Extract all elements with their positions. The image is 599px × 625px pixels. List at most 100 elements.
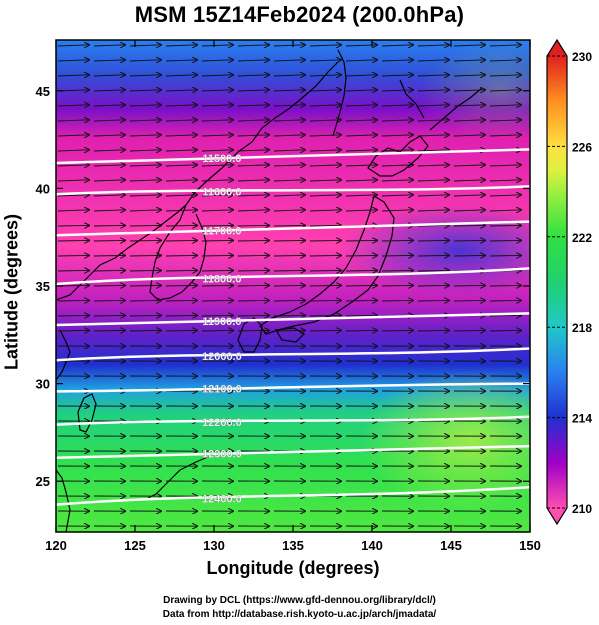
wind-arrow [453,180,485,181]
x-tick-label: 150 [519,538,541,553]
wind-arrow [93,255,125,256]
wind-arrow [381,330,413,331]
wind-arrow [417,210,449,211]
wind-arrow [237,135,269,136]
wind-arrow [129,195,161,196]
coastline-sakhalin [332,49,347,137]
wind-arrow [165,195,197,196]
wind-arrow [453,300,485,301]
wind-arrow [237,105,269,106]
wind-arrow [309,225,341,226]
wind-arrow [273,270,305,271]
wind-arrow [273,210,305,211]
contour-label: 11500.0 [202,153,241,165]
wind-arrow [201,45,233,46]
wind-arrow [309,210,341,211]
wind-arrow [93,120,125,121]
wind-arrow [453,210,485,211]
wind-arrow [129,75,161,76]
wind-arrow [345,285,377,286]
wind-arrow [201,150,233,151]
coastline-china-east [56,329,71,381]
wind-arrow [489,180,521,181]
wind-arrow [453,225,485,226]
wind-arrow [57,300,89,301]
wind-arrow [381,180,413,181]
wind-arrow [165,255,197,256]
contour-line [56,485,530,506]
wind-arrow [93,300,125,301]
wind-arrow [309,75,341,76]
wind-arrow [309,180,341,181]
wind-arrow [237,240,269,241]
wind-arrow [381,300,413,301]
wind-arrow [273,135,305,136]
wind-arrow [93,330,125,331]
wind-arrow [201,240,233,241]
x-axis: 120 125 130 135 140 145 150 [45,40,541,553]
wind-arrow [129,330,161,331]
wind-arrow [237,150,269,151]
x-axis-label: Longitude (degrees) [206,558,380,578]
height-contours: 11500.0 11600.0 11700.0 11800.0 11900.0 12000… [56,148,530,506]
wind-arrow [381,165,413,166]
wind-arrow [237,315,269,316]
wind-arrow [417,45,449,46]
contour-line [56,185,530,196]
wind-arrow [93,45,125,46]
wind-arrow [273,195,305,196]
wind-arrow [309,45,341,46]
wind-arrow [273,285,305,286]
colorbar-tick-label: 218 [572,321,592,335]
wind-arrow [201,75,233,76]
wind-arrow [201,285,233,286]
wind-arrow [273,120,305,121]
wind-arrow [237,210,269,211]
colorbar-tick-label: 214 [572,412,592,426]
wind-arrow [273,60,305,61]
wind-arrow [165,135,197,136]
wind-arrow [381,150,413,151]
y-tick-label: 45 [36,84,50,99]
wind-arrow [237,195,269,196]
wind-arrow [345,195,377,196]
wind-arrow [345,330,377,331]
wind-arrow [345,120,377,121]
wind-arrow [57,210,89,211]
wind-arrow [345,180,377,181]
wind-arrow [201,330,233,331]
wind-arrow [201,315,233,316]
wind-arrow [201,300,233,301]
wind-arrow [237,270,269,271]
wind-arrow [489,60,521,61]
wind-arrow [489,195,521,196]
wind-arrow [309,255,341,256]
wind-arrow [93,135,125,136]
wind-arrow [93,165,125,166]
wind-arrow [417,105,449,106]
wind-arrow [93,210,125,211]
wind-arrow [129,270,161,271]
wind-arrow [381,45,413,46]
wind-arrow [201,120,233,121]
wind-arrow [489,165,521,166]
wind-arrow [453,120,485,121]
wind-arrow [417,270,449,271]
wind-arrow [489,255,521,256]
wind-arrow [57,120,89,121]
wind-arrow [273,300,305,301]
wind-arrow [93,75,125,76]
wind-arrow [381,195,413,196]
wind-arrow [453,285,485,286]
wind-arrow [489,105,521,106]
wind-arrow [417,135,449,136]
wind-arrow [57,285,89,286]
contour-label: 11900.0 [202,316,241,328]
wind-arrow [129,165,161,166]
wind-arrow [417,120,449,121]
wind-arrow [165,150,197,151]
wind-arrow [93,225,125,226]
x-tick-label: 125 [124,538,146,553]
wind-arrow [309,165,341,166]
